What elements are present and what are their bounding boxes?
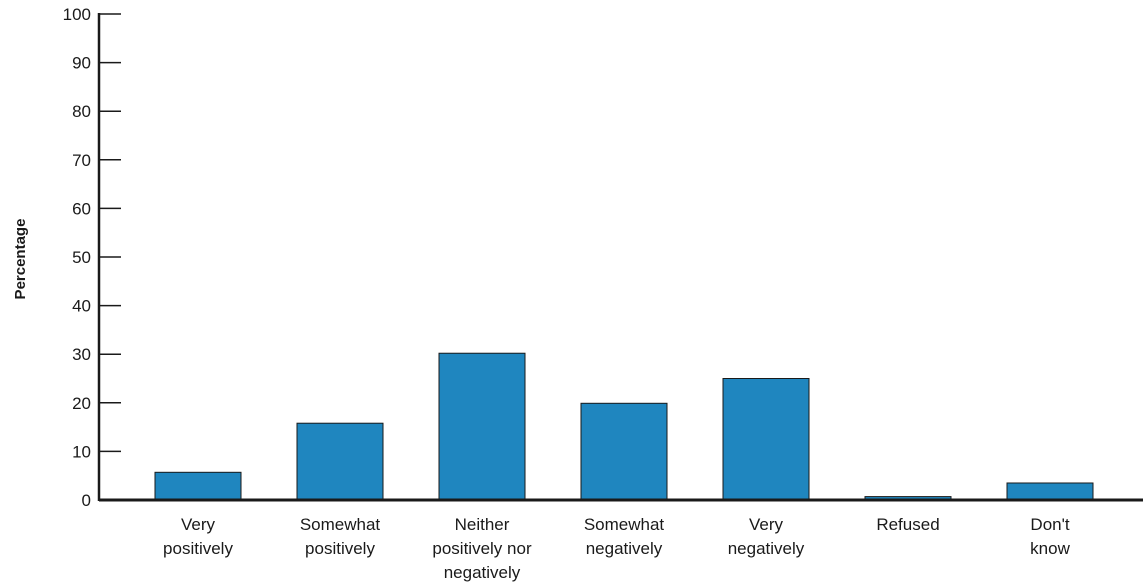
y-tick-label-4: 40: [72, 297, 91, 316]
y-tick-label-8: 80: [72, 102, 91, 121]
bar-1: [296, 422, 384, 501]
bars-group: [154, 352, 1094, 501]
x-tick-label-2: Neither positively nor negatively: [432, 515, 532, 582]
bar-3: [580, 402, 668, 501]
y-tick-label-9: 90: [72, 54, 91, 73]
x-tick-label-3: Somewhat negatively: [584, 515, 665, 558]
bar-0: [154, 471, 242, 501]
y-tick-label-5: 50: [72, 248, 91, 267]
y-axis: 0 10 20 30 40 50 60 70 80 90 100: [63, 5, 121, 510]
y-tick-label-3: 30: [72, 345, 91, 364]
x-tick-label-5: Refused: [876, 515, 939, 534]
bar-2: [438, 352, 526, 501]
x-tick-label-4: Very negatively: [728, 515, 805, 558]
y-axis-title: Percentage: [12, 219, 29, 300]
y-tick-label-0: 0: [82, 491, 91, 510]
x-axis: Very positively Somewhat positively Neither p…: [99, 498, 1143, 582]
bar-4: [722, 378, 810, 501]
y-tick-label-6: 60: [72, 199, 91, 218]
x-tick-label-0: Very positively: [163, 515, 233, 558]
x-tick-label-1: Somewhat positively: [300, 515, 381, 558]
y-tick-label-10: 100: [63, 5, 91, 24]
y-tick-label-2: 20: [72, 394, 91, 413]
y-tick-label-1: 10: [72, 442, 91, 461]
x-tick-label-6: Don't know: [1030, 515, 1070, 558]
bar-6: [1006, 482, 1094, 501]
y-tick-label-7: 70: [72, 151, 91, 170]
